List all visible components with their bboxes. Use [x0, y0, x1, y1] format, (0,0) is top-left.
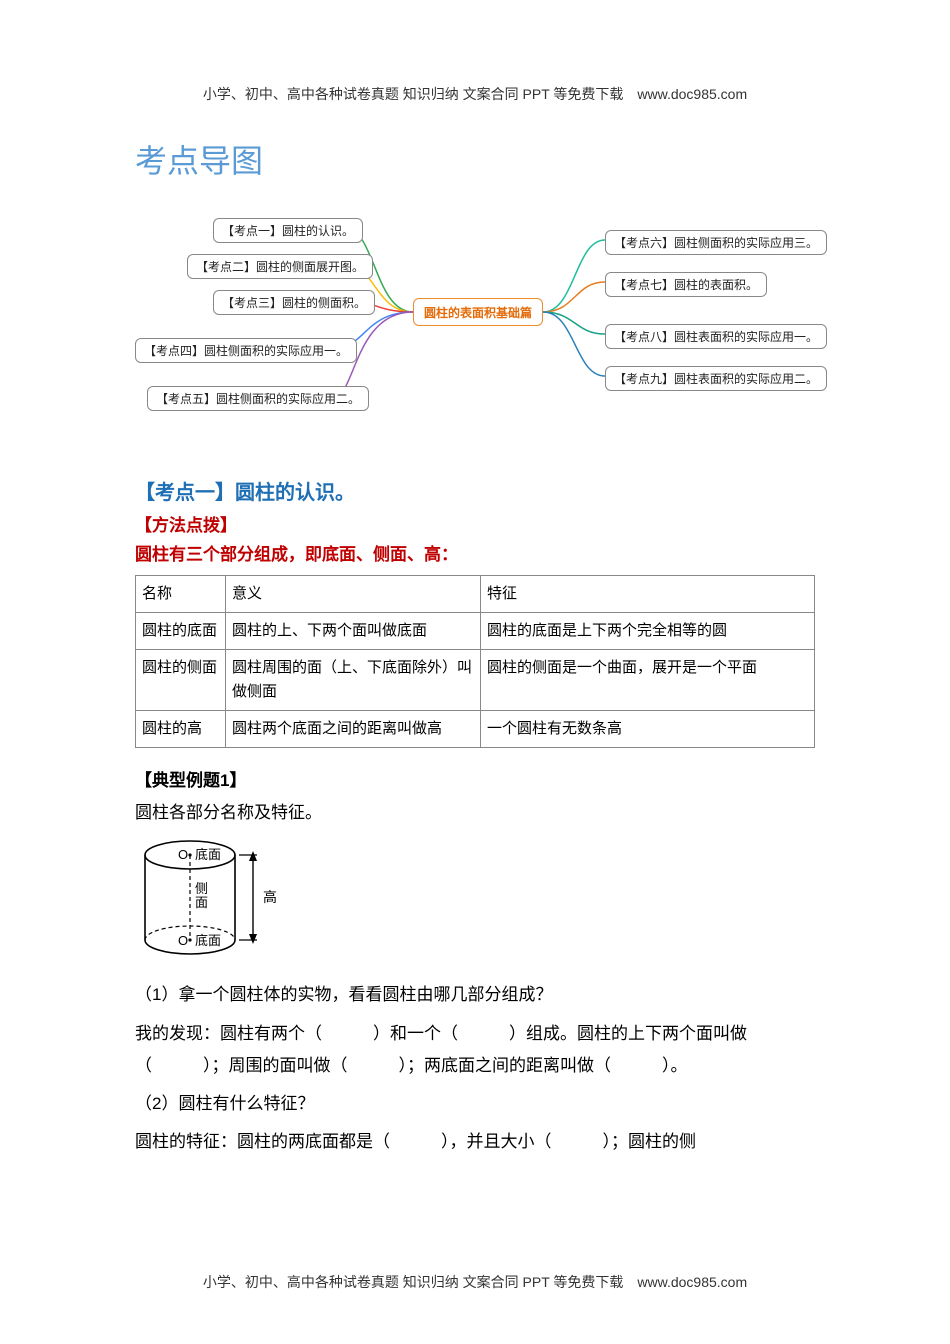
label-o-top: O: [178, 847, 188, 862]
mindmap-node-r3: 【考点八】圆柱表面积的实际应用一。: [605, 324, 827, 349]
cylinder-svg: O 底面 侧 面 高 O 底面: [135, 835, 305, 965]
mindmap-node-l4: 【考点四】圆柱侧面积的实际应用一。: [135, 338, 357, 363]
q2-body: 圆柱的特征：圆柱的两底面都是（ ），并且大小（ ）；圆柱的侧: [135, 1126, 815, 1158]
kd1-heading: 【考点一】圆柱的认识。: [135, 476, 815, 505]
kd1-intro: 圆柱有三个部分组成，即底面、侧面、高：: [135, 540, 815, 565]
mindmap-node-l2: 【考点二】圆柱的侧面展开图。: [187, 254, 373, 279]
th-name: 名称: [136, 576, 226, 613]
mindmap-node-r4: 【考点九】圆柱表面积的实际应用二。: [605, 366, 827, 391]
method-label: 【方法点拨】: [135, 511, 815, 536]
cell: 圆柱的底面: [136, 613, 226, 650]
cell: 圆柱周围的面（上、下底面除外）叫做侧面: [226, 650, 481, 711]
th-feature: 特征: [481, 576, 815, 613]
cell: 圆柱的底面是上下两个完全相等的圆: [481, 613, 815, 650]
label-bottom: 底面: [195, 933, 221, 948]
table-row: 圆柱的底面 圆柱的上、下两个面叫做底面 圆柱的底面是上下两个完全相等的圆: [136, 613, 815, 650]
th-meaning: 意义: [226, 576, 481, 613]
example-title: 圆柱各部分名称及特征。: [135, 797, 815, 829]
label-top: 底面: [195, 847, 221, 862]
mindmap-node-r2: 【考点七】圆柱的表面积。: [605, 272, 767, 297]
mindmap-node-l5: 【考点五】圆柱侧面积的实际应用二。: [147, 386, 369, 411]
page-footer: 小学、初中、高中各种试卷真题 知识归纳 文案合同 PPT 等免费下载 www.d…: [0, 1272, 950, 1292]
q1-body: 我的发现：圆柱有两个（ ）和一个（ ）组成。圆柱的上下两个面叫做（ ）；周围的面…: [135, 1018, 815, 1083]
label-height: 高: [263, 889, 277, 905]
cell: 圆柱的上、下两个面叫做底面: [226, 613, 481, 650]
mindmap-node-r1: 【考点六】圆柱侧面积的实际应用三。: [605, 230, 827, 255]
cylinder-diagram: O 底面 侧 面 高 O 底面: [135, 835, 815, 965]
cell: 圆柱的侧面: [136, 650, 226, 711]
main-title: 考点导图: [135, 136, 815, 182]
label-side-2: 面: [195, 895, 208, 910]
mindmap-node-l3: 【考点三】圆柱的侧面积。: [213, 290, 375, 315]
definition-table: 名称 意义 特征 圆柱的底面 圆柱的上、下两个面叫做底面 圆柱的底面是上下两个完…: [135, 575, 815, 748]
page-content: 考点导图 圆柱的表面积基础篇 【考点一】圆柱的认识。 【考点二】圆柱的侧面展开图…: [135, 130, 815, 1165]
q1-lead: （1）拿一个圆柱体的实物，看看圆柱由哪几部分组成？: [135, 979, 815, 1011]
mindmap-center: 圆柱的表面积基础篇: [413, 298, 543, 326]
label-side-1: 侧: [195, 881, 208, 896]
page-header: 小学、初中、高中各种试卷真题 知识归纳 文案合同 PPT 等免费下载 www.d…: [0, 84, 950, 104]
q2-lead: （2）圆柱有什么特征？: [135, 1088, 815, 1120]
mindmap-node-l1: 【考点一】圆柱的认识。: [213, 218, 363, 243]
table-row: 名称 意义 特征: [136, 576, 815, 613]
cell: 圆柱的高: [136, 711, 226, 748]
example-label: 【典型例题1】: [135, 766, 815, 791]
table-row: 圆柱的侧面 圆柱周围的面（上、下底面除外）叫做侧面 圆柱的侧面是一个曲面，展开是…: [136, 650, 815, 711]
cell: 一个圆柱有无数条高: [481, 711, 815, 748]
table-row: 圆柱的高 圆柱两个底面之间的距离叫做高 一个圆柱有无数条高: [136, 711, 815, 748]
cell: 圆柱的侧面是一个曲面，展开是一个平面: [481, 650, 815, 711]
mindmap: 圆柱的表面积基础篇 【考点一】圆柱的认识。 【考点二】圆柱的侧面展开图。 【考点…: [135, 206, 815, 426]
cell: 圆柱两个底面之间的距离叫做高: [226, 711, 481, 748]
label-o-bot: O: [178, 933, 188, 948]
